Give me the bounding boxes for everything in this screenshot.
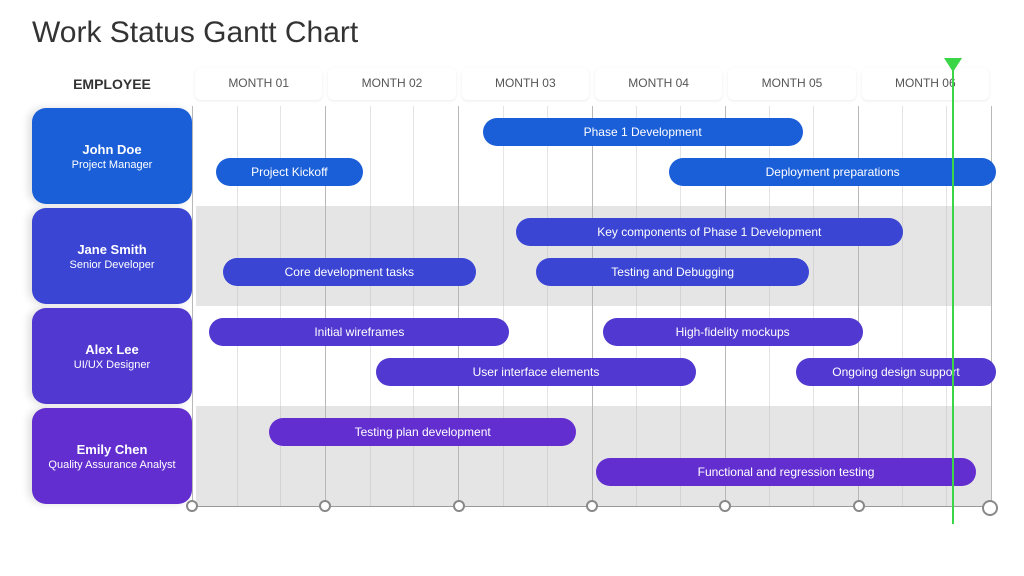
header-row: EMPLOYEE MONTH 01MONTH 02MONTH 03MONTH 0…: [32, 68, 992, 100]
employee-row: Emily Chen Quality Assurance Analyst Testi…: [32, 406, 992, 506]
tasks-area: Phase 1 DevelopmentProject KickoffDeploy…: [196, 106, 992, 206]
employee-role: Senior Developer: [70, 259, 155, 271]
task-bar[interactable]: User interface elements: [376, 358, 696, 386]
rows-container: John Doe Project Manager Phase 1 Developme…: [32, 106, 992, 506]
month-label: MONTH 06: [862, 68, 989, 100]
axis-dot: [186, 500, 198, 512]
axis-tick: [592, 507, 725, 524]
employee-name: John Doe: [82, 142, 141, 157]
task-bar[interactable]: Project Kickoff: [216, 158, 363, 186]
page-title: Work Status Gantt Chart: [32, 16, 992, 50]
employee-name: Alex Lee: [85, 342, 138, 357]
employee-card: Jane Smith Senior Developer: [32, 208, 192, 304]
employee-role: Quality Assurance Analyst: [48, 459, 175, 471]
month-label: MONTH 01: [195, 68, 322, 100]
employee-role: UI/UX Designer: [74, 359, 150, 371]
months-header: MONTH 01MONTH 02MONTH 03MONTH 04MONTH 05…: [192, 68, 992, 100]
axis-dot: [453, 500, 465, 512]
axis-tick: [192, 507, 325, 524]
month-label: MONTH 03: [462, 68, 589, 100]
employee-name: Jane Smith: [77, 242, 146, 257]
tasks-area: Initial wireframes High-fidelity mockups U…: [196, 306, 992, 406]
employee-header: EMPLOYEE: [32, 68, 192, 100]
axis-tick: [725, 507, 858, 524]
employee-card: John Doe Project Manager: [32, 108, 192, 204]
task-bar[interactable]: Deployment preparations: [669, 158, 996, 186]
task-bar[interactable]: Testing plan development: [269, 418, 576, 446]
task-bar[interactable]: Key components of Phase 1 Development: [516, 218, 903, 246]
task-bar[interactable]: Functional and regression testing: [596, 458, 976, 486]
task-bar[interactable]: Ongoing design support: [796, 358, 996, 386]
employee-card: Emily Chen Quality Assurance Analyst: [32, 408, 192, 504]
task-bar[interactable]: High-fidelity mockups: [603, 318, 863, 346]
gantt-chart: EMPLOYEE MONTH 01MONTH 02MONTH 03MONTH 0…: [32, 68, 992, 548]
task-bar[interactable]: Core development tasks: [223, 258, 476, 286]
employee-role: Project Manager: [72, 159, 153, 171]
month-label: MONTH 05: [728, 68, 855, 100]
time-axis: [192, 506, 992, 524]
axis-dot: [319, 500, 331, 512]
employee-row: Jane Smith Senior Developer Key components…: [32, 206, 992, 306]
axis-tick: [325, 507, 458, 524]
axis-tick: [459, 507, 592, 524]
axis-tick: [859, 507, 992, 524]
employee-name: Emily Chen: [77, 442, 148, 457]
task-bar[interactable]: Testing and Debugging: [536, 258, 809, 286]
today-marker: [952, 68, 954, 524]
task-bar[interactable]: Phase 1 Development: [483, 118, 803, 146]
axis-dot: [853, 500, 865, 512]
task-bar[interactable]: Initial wireframes: [209, 318, 509, 346]
month-label: MONTH 04: [595, 68, 722, 100]
employee-card: Alex Lee UI/UX Designer: [32, 308, 192, 404]
axis-dot: [586, 500, 598, 512]
tasks-area: Key components of Phase 1 Development Cor…: [196, 206, 992, 306]
month-label: MONTH 02: [328, 68, 455, 100]
employee-row: Alex Lee UI/UX Designer Initial wireframes…: [32, 306, 992, 406]
employee-row: John Doe Project Manager Phase 1 Developme…: [32, 106, 992, 206]
axis-dot: [719, 500, 731, 512]
tasks-area: Testing plan development Functional and r…: [196, 406, 992, 506]
